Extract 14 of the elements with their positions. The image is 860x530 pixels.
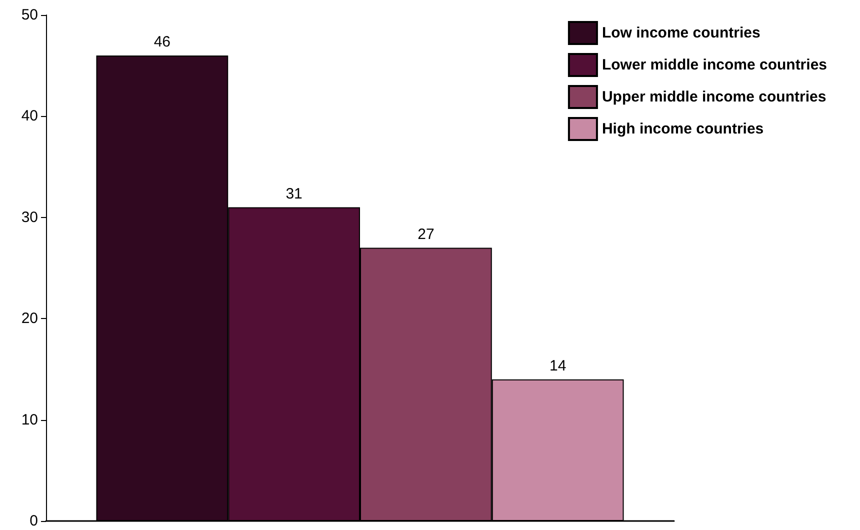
y-tick-label: 10 — [21, 411, 38, 428]
y-tick-label: 0 — [30, 512, 38, 530]
y-tick-label: 30 — [21, 208, 38, 226]
data-label: 46 — [154, 33, 171, 50]
data-label: 14 — [549, 357, 566, 374]
legend-label: Upper middle income countries — [602, 88, 826, 106]
y-tick-label: 20 — [21, 310, 38, 328]
legend-label: High income countries — [602, 120, 764, 138]
data-label: 31 — [286, 185, 302, 202]
y-tick-label: 50 — [21, 6, 38, 24]
data-label: 27 — [418, 226, 434, 243]
legend-label: Lower middle income countries — [602, 56, 828, 74]
y-tick-label: 40 — [21, 108, 38, 125]
legend-label: Low income countries — [602, 24, 760, 42]
